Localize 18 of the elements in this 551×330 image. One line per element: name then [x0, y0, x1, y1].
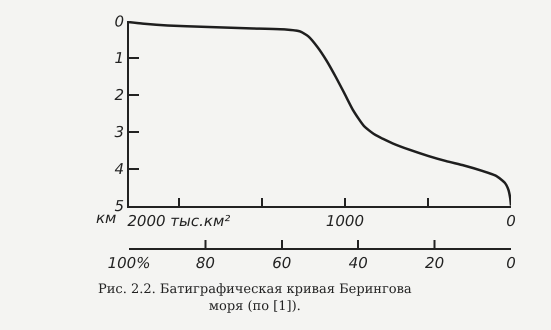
- x-tick-label: 100%: [108, 254, 150, 272]
- x2-tick-label: 1000: [326, 212, 364, 230]
- y-tick-label: 2: [114, 86, 124, 104]
- x-tick-label: 40: [348, 254, 368, 272]
- y-tick-label: 4: [114, 160, 124, 178]
- x-tick-label: 80: [196, 254, 215, 272]
- x2-tick-label: 2000 тыс.км²: [127, 212, 230, 230]
- x-tick-label: 0: [506, 254, 516, 272]
- y-tick-label: 5: [114, 197, 124, 216]
- x-tick-label: 60: [272, 254, 292, 272]
- y-tick-label: 0: [114, 12, 124, 30]
- y-tick-label: 3: [114, 123, 124, 142]
- y-tick-label: 1: [114, 49, 124, 68]
- y-axis-title: км: [96, 209, 116, 227]
- x2-tick-label: 0: [506, 212, 516, 230]
- line-series: [129, 21, 511, 206]
- text: Рис. 2.2. Батиграфическая кривая Берингова моря (по [1]).: [98, 282, 412, 314]
- x-tick-label: 20: [425, 254, 444, 272]
